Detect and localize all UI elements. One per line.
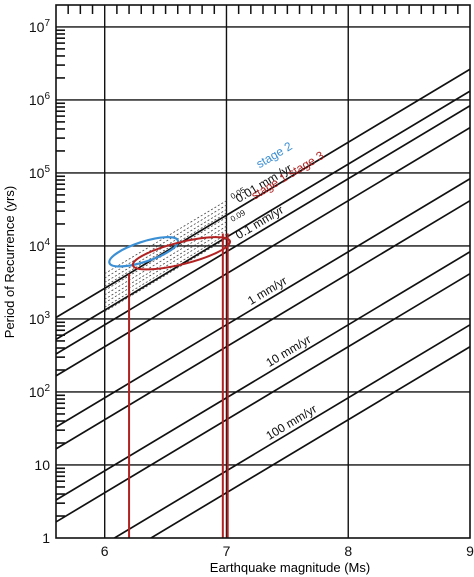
stage2-ellipse xyxy=(108,236,180,268)
y-tick-exponent: 6 xyxy=(44,91,50,102)
y-tick-exponent: 2 xyxy=(44,383,50,394)
y-tick-base: 10 xyxy=(29,384,45,400)
rate-line xyxy=(56,90,470,341)
y-tick-label: 104 xyxy=(29,237,51,254)
stage-ellipses xyxy=(108,233,232,538)
minor-ticks xyxy=(56,5,459,517)
x-axis-label: Earthquake magnitude (Ms) xyxy=(210,560,370,575)
rate-line xyxy=(149,345,470,538)
y-tick-label: 1 xyxy=(42,530,50,546)
rate-line xyxy=(56,68,470,319)
y-tick-exponent: 5 xyxy=(44,164,50,175)
y-tick-label: 107 xyxy=(29,18,51,35)
y-tick-label: 102 xyxy=(29,383,51,400)
rate-line xyxy=(56,272,470,523)
grid-lines xyxy=(56,5,470,538)
rate-line xyxy=(56,178,470,428)
y-tick-base: 10 xyxy=(29,311,45,327)
rate-line xyxy=(56,251,470,501)
y-tick-base: 10 xyxy=(29,238,45,254)
y-tick-label: 106 xyxy=(29,91,51,108)
rate-line xyxy=(56,105,470,355)
rate-line-label: 100 mm/yr xyxy=(263,402,319,443)
rate-line xyxy=(112,324,470,538)
plot-frame xyxy=(55,4,471,539)
y-tick-base: 10 xyxy=(29,92,45,108)
rate-lines xyxy=(56,68,470,538)
rate-line xyxy=(56,199,470,450)
stage13-ellipse xyxy=(131,236,232,271)
x-tick-label: 7 xyxy=(223,543,231,559)
y-tick-exponent: 7 xyxy=(44,18,50,29)
y-axis-label: Period of Recurrence (yrs) xyxy=(2,186,17,338)
rate-line xyxy=(56,126,470,377)
y-tick-label: 105 xyxy=(29,164,51,181)
y-tick-base: 10 xyxy=(29,165,45,181)
y-tick-exponent: 4 xyxy=(44,237,50,248)
dashed-label-009: 0.09 xyxy=(229,208,247,224)
x-tick-label: 9 xyxy=(466,543,474,559)
y-tick-exponent: 3 xyxy=(44,310,50,321)
y-tick-base: 10 xyxy=(29,19,45,35)
x-tick-label: 6 xyxy=(101,543,109,559)
y-tick-label: 10 xyxy=(34,457,50,473)
y-tick-label: 103 xyxy=(29,310,51,327)
x-tick-label: 8 xyxy=(344,543,352,559)
x-tick-labels: 6 7 8 9 xyxy=(101,543,474,559)
